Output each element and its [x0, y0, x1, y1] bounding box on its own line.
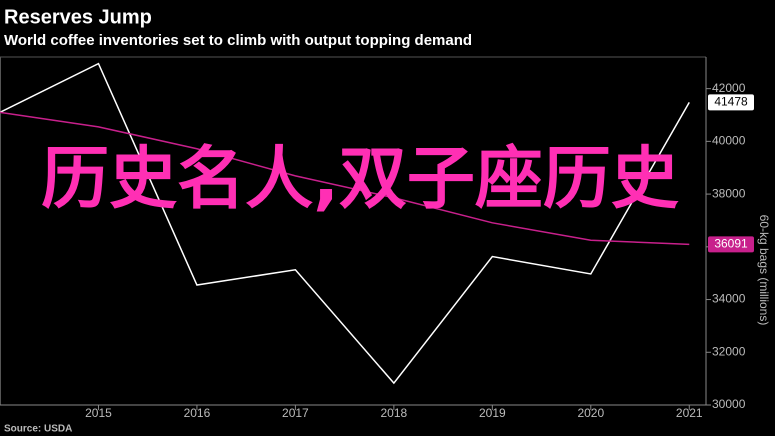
- chart-title: Reserves Jump: [4, 6, 152, 28]
- y-tick-label: 30000: [712, 397, 746, 411]
- x-tick-label: 2015: [85, 406, 112, 420]
- source: Source: USDA: [4, 424, 72, 435]
- y-tick-label: 34000: [712, 292, 746, 306]
- x-tick-label: 2018: [381, 406, 408, 420]
- end-label-box: [708, 94, 754, 111]
- chart-subtitle: World coffee inventories set to climb wi…: [4, 32, 472, 49]
- end-label: 36091: [714, 237, 748, 251]
- y-tick-label: 40000: [712, 134, 746, 148]
- series-line: [0, 111, 690, 246]
- end-label: 41478: [714, 95, 748, 109]
- x-tick-label: 2021: [676, 406, 703, 420]
- x-tick-label: 2016: [184, 406, 211, 420]
- series-line: [0, 62, 690, 385]
- x-tick-label: 2019: [479, 406, 506, 420]
- y-axis-label: 60-kg bags (millions): [757, 215, 771, 326]
- y-tick-label: 42000: [712, 81, 746, 95]
- end-label-box: [708, 236, 754, 253]
- x-tick-label: 2020: [577, 406, 604, 420]
- y-tick-label: 32000: [712, 344, 746, 358]
- x-tick-label: 2017: [282, 406, 309, 420]
- y-tick-label: 38000: [712, 186, 746, 200]
- overlay-text: 历史名人,双子座历史: [41, 140, 679, 219]
